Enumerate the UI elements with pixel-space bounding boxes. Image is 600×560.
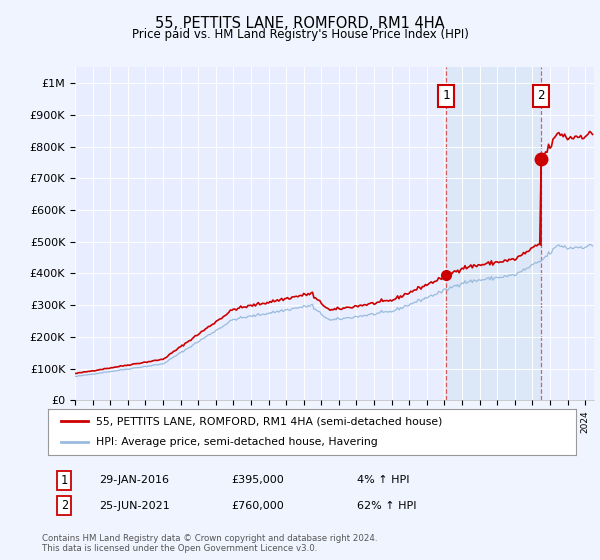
Text: 62% ↑ HPI: 62% ↑ HPI [357,501,416,511]
Text: 1: 1 [61,474,68,487]
Text: 55, PETTITS LANE, ROMFORD, RM1 4HA: 55, PETTITS LANE, ROMFORD, RM1 4HA [155,16,445,31]
Bar [446,67,541,400]
Text: 29-JAN-2016: 29-JAN-2016 [99,475,169,486]
Text: 55, PETTITS LANE, ROMFORD, RM1 4HA (semi-detached house): 55, PETTITS LANE, ROMFORD, RM1 4HA (semi… [95,416,442,426]
Text: 2: 2 [61,499,68,512]
Text: Price paid vs. HM Land Registry's House Price Index (HPI): Price paid vs. HM Land Registry's House … [131,28,469,41]
Text: 4% ↑ HPI: 4% ↑ HPI [357,475,409,486]
Text: Contains HM Land Registry data © Crown copyright and database right 2024.
This d: Contains HM Land Registry data © Crown c… [42,534,377,553]
Text: 25-JUN-2021: 25-JUN-2021 [99,501,170,511]
Text: £395,000: £395,000 [231,475,284,486]
Text: 2: 2 [537,89,545,102]
Text: £760,000: £760,000 [231,501,284,511]
Text: 1: 1 [442,89,449,102]
Text: HPI: Average price, semi-detached house, Havering: HPI: Average price, semi-detached house,… [95,437,377,447]
